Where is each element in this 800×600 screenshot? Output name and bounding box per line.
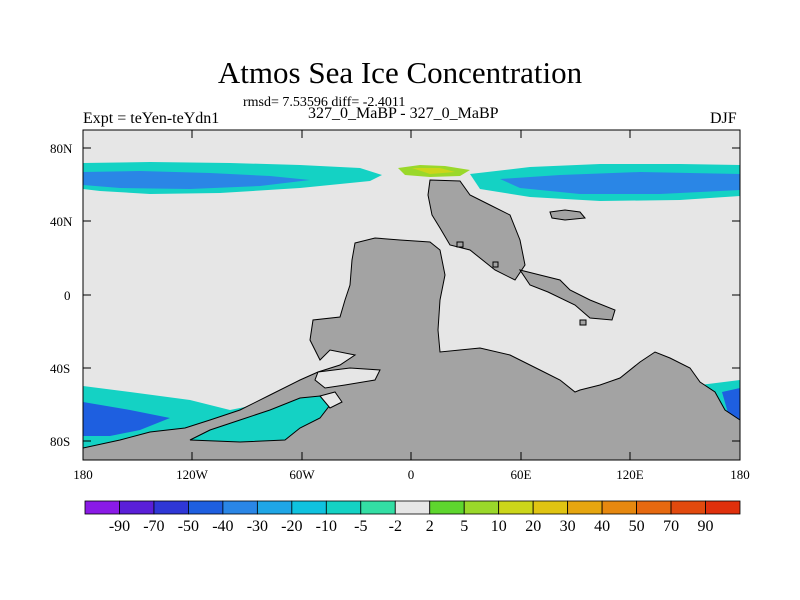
land-north: [427, 179, 526, 281]
land-east-arm: [518, 269, 616, 321]
colorbar-swatch: [325, 500, 362, 515]
colorbar-label: 20: [525, 518, 542, 535]
colorbar-label: -70: [143, 518, 165, 535]
colorbar-label: -2: [388, 518, 402, 535]
x-tick-label: 0: [407, 467, 415, 482]
colorbar-swatch: [601, 500, 637, 515]
inner-sea: [314, 367, 381, 389]
colorbar-label: -90: [108, 518, 131, 535]
colorbar-label: 30: [559, 518, 576, 535]
y-tick-marks: [83, 147, 740, 442]
colorbar-label: 70: [663, 518, 680, 535]
x-tick-label: 180: [73, 467, 93, 482]
colorbar-label: 10: [490, 518, 507, 535]
south-ice-core-west: [83, 402, 170, 436]
colorbar-label: 5: [460, 518, 469, 535]
colorbar-swatch: [291, 500, 327, 515]
stats-text: rmsd= 7.53596 diff= -2.4011: [243, 95, 406, 110]
land-masses: [82, 179, 741, 461]
x-tick-label: 120W: [176, 467, 208, 482]
colorbar-swatch: [188, 500, 224, 515]
y-tick-label: 40S: [50, 361, 71, 376]
land-islet: [579, 319, 587, 326]
north-ice-core-west: [83, 171, 310, 189]
y-tick-label: 0: [64, 288, 71, 303]
north-ice-core-east: [500, 172, 740, 194]
colorbar-swatch: [532, 500, 569, 515]
period-label: 327_0_MaBP - 327_0_MaBP: [308, 105, 499, 122]
weddell-gap: [319, 391, 343, 409]
colorbar-swatch: [463, 500, 500, 515]
colorbar-swatch: [360, 500, 396, 515]
colorbar-swatch: [119, 500, 155, 515]
colorbar-swatch: [84, 500, 120, 515]
colorbar-swatch: [429, 500, 465, 515]
land-islet: [456, 241, 464, 248]
land-ne-island: [549, 209, 586, 221]
colorbar-label: 90: [697, 518, 714, 535]
colorbar-swatch: [256, 500, 293, 515]
colorbar-swatch: [636, 500, 672, 515]
y-tick-label: 80N: [50, 141, 73, 156]
colorbar-swatch: [670, 500, 706, 515]
colorbar-label: 50: [628, 518, 645, 535]
colorbar-swatch: [394, 500, 431, 515]
map-title: Atmos Sea Ice Concentration: [217, 55, 583, 90]
colorbar-label: -50: [177, 518, 200, 535]
colorbar-label: -30: [246, 518, 269, 535]
x-tick-label: 120E: [616, 467, 644, 482]
colorbar-label: 2: [425, 518, 434, 535]
positive-ice-core: [412, 168, 455, 174]
x-tick-label: 60W: [289, 467, 315, 482]
colorbar-label: -5: [354, 518, 368, 535]
y-tick-label: 40N: [50, 214, 73, 229]
y-tick-label: 80S: [50, 434, 71, 449]
land-islet: [492, 261, 499, 268]
colorbar-swatch: [153, 500, 189, 515]
colorbar-swatch: [222, 500, 258, 515]
x-tick-label: 180: [730, 467, 750, 482]
season-label: DJF: [710, 110, 737, 127]
land-main: [82, 237, 741, 461]
x-tick-marks: [82, 130, 741, 460]
experiment-label: Expt = teYen-teYdn1: [83, 110, 220, 127]
colorbar-label: -40: [212, 518, 234, 535]
x-tick-label: 60E: [510, 467, 532, 482]
colorbar-label: -20: [281, 518, 303, 535]
colorbar-swatch: [567, 500, 603, 515]
colorbar-swatch: [498, 500, 534, 515]
colorbar-swatch: [705, 500, 741, 515]
colorbar: [84, 500, 741, 515]
colorbar-label: 40: [594, 518, 611, 535]
colorbar-label: -10: [315, 518, 337, 535]
